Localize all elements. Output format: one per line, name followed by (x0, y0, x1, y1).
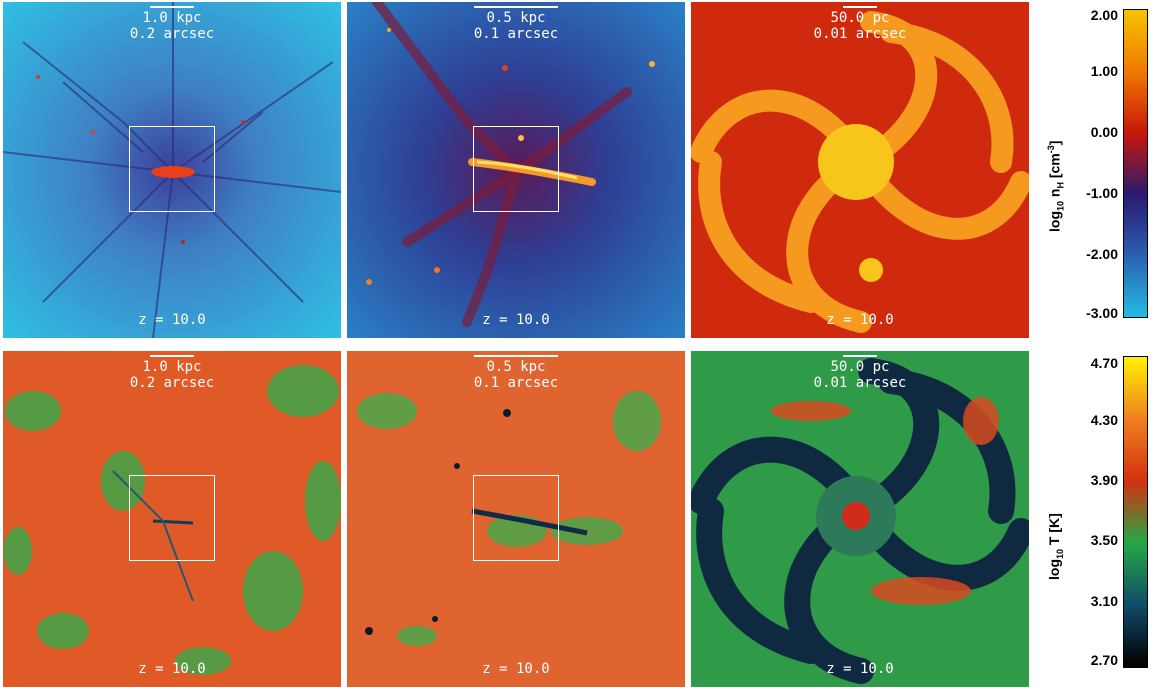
scale-length-label: 50.0 pc (830, 10, 890, 26)
zoom-box (129, 475, 215, 561)
temperature-tick-label: 2.70 (1090, 652, 1118, 668)
density-map-small (691, 2, 1029, 338)
temperature-colorbar (1123, 356, 1148, 668)
scale-angle-label: 0.2 arcsec (129, 26, 215, 42)
density-tick-label: -2.00 (1086, 246, 1118, 262)
density-colorbar-title: log10 nH [cm-3] (1046, 140, 1066, 232)
scale-bar (150, 6, 194, 8)
scale-length-label: 1.0 kpc (142, 10, 202, 26)
redshift-label: z = 10.0 (826, 661, 894, 677)
redshift-label: z = 10.0 (138, 661, 206, 677)
density-colorbar (1123, 9, 1148, 318)
redshift-label: z = 10.0 (826, 312, 894, 328)
temperature-tick-label: 3.10 (1090, 593, 1118, 609)
redshift-label: z = 10.0 (138, 312, 206, 328)
temperature-tick-label: 3.50 (1090, 532, 1118, 548)
scale-bar (474, 355, 558, 357)
density-panel-medium: 0.5 kpc 0.1 arcsec z = 10.0 (347, 2, 685, 338)
scale-bar (843, 6, 877, 8)
temperature-tick-label: 4.30 (1090, 412, 1118, 428)
temperature-tick-label: 3.90 (1090, 472, 1118, 488)
density-map-medium (347, 2, 685, 338)
density-panel-large: 1.0 kpc 0.2 arcsec z = 10.0 (3, 2, 341, 338)
zoom-box (473, 475, 559, 561)
scale-angle-label: 0.2 arcsec (129, 375, 215, 391)
scale-angle-label: 0.01 arcsec (813, 375, 907, 391)
temperature-panel-large: 1.0 kpc 0.2 arcsec z = 10.0 (3, 351, 341, 687)
temperature-map-medium (347, 351, 685, 687)
temperature-colorbar-title: log10 T [K] (1046, 513, 1065, 580)
scale-length-label: 50.0 pc (830, 359, 890, 375)
density-tick-label: 2.00 (1090, 7, 1118, 23)
redshift-label: z = 10.0 (482, 661, 550, 677)
temperature-tick-label: 4.70 (1090, 355, 1118, 371)
zoom-box (129, 126, 215, 212)
scale-angle-label: 0.1 arcsec (473, 26, 559, 42)
scale-length-label: 1.0 kpc (142, 359, 202, 375)
temperature-map-small (691, 351, 1029, 687)
density-tick-label: 0.00 (1090, 124, 1118, 140)
density-map-large (3, 2, 341, 338)
zoom-box (473, 126, 559, 212)
density-tick-label: -3.00 (1086, 305, 1118, 321)
density-tick-label: 1.00 (1090, 63, 1118, 79)
temperature-map-large (3, 351, 341, 687)
scale-length-label: 0.5 kpc (486, 359, 546, 375)
temperature-panel-small: 50.0 pc 0.01 arcsec z = 10.0 (691, 351, 1029, 687)
density-panel-small: 50.0 pc 0.01 arcsec z = 10.0 (691, 2, 1029, 338)
scale-length-label: 0.5 kpc (486, 10, 546, 26)
density-tick-label: -1.00 (1086, 185, 1118, 201)
scale-angle-label: 0.1 arcsec (473, 375, 559, 391)
redshift-label: z = 10.0 (482, 312, 550, 328)
scale-angle-label: 0.01 arcsec (813, 26, 907, 42)
scale-bar (150, 355, 194, 357)
scale-bar (474, 6, 558, 8)
scale-bar (843, 355, 877, 357)
temperature-panel-medium: 0.5 kpc 0.1 arcsec z = 10.0 (347, 351, 685, 687)
